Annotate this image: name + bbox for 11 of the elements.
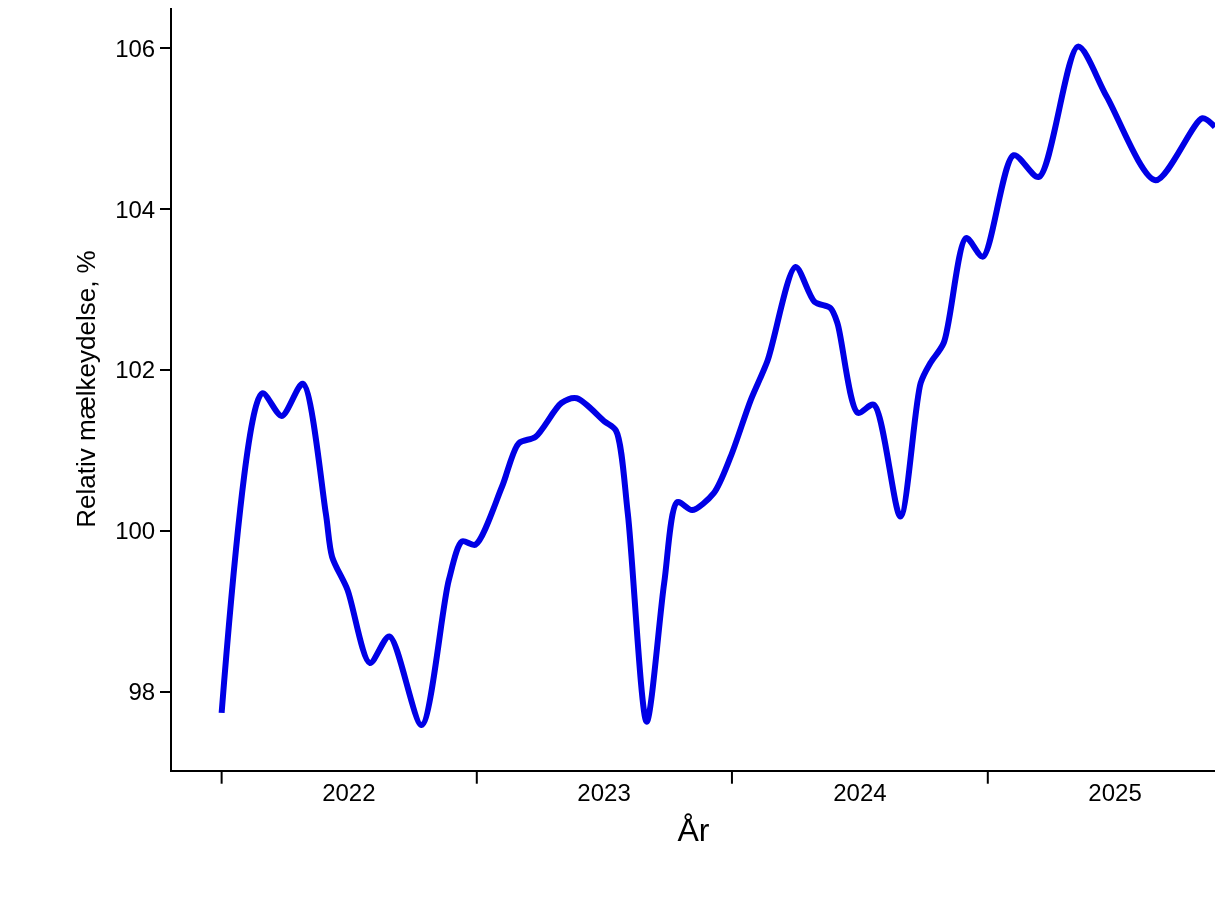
y-tick-label: 98: [128, 678, 156, 706]
y-tick-label: 102: [115, 356, 156, 384]
x-tick-label: 2025: [1088, 778, 1142, 806]
x-tick-label: 2022: [322, 778, 376, 806]
y-tick-label: 100: [115, 517, 156, 545]
y-axis-title: Relativ mælkeydelse, %: [71, 250, 102, 528]
x-tick-label: 2023: [577, 778, 631, 806]
y-tick-label: 104: [115, 195, 156, 223]
x-axis-title: År: [677, 812, 710, 849]
y-tick-label: 106: [115, 34, 156, 62]
x-tick-label: 2024: [833, 778, 887, 806]
